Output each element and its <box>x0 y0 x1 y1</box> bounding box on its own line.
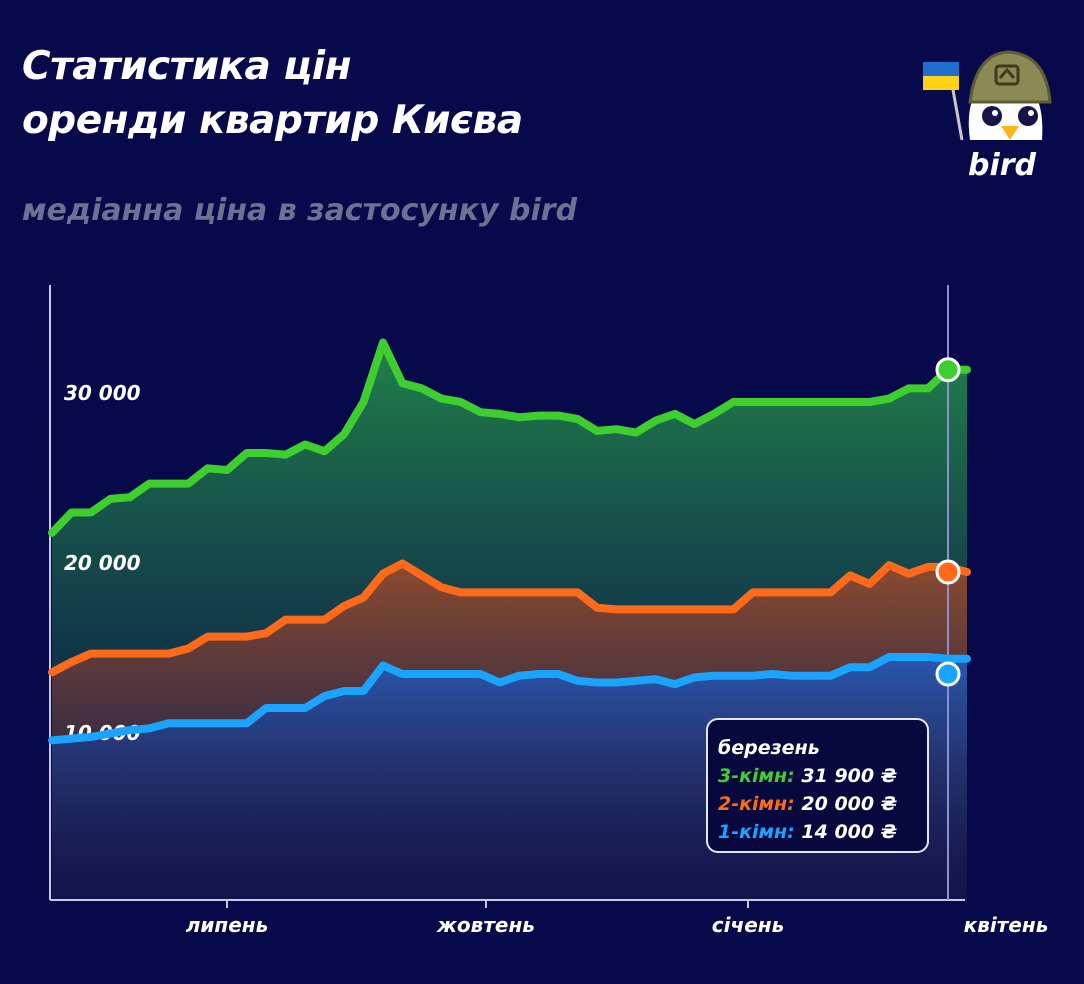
tooltip-value-3room: 31 900 ₴ <box>801 765 898 787</box>
logo-wordmark: bird <box>968 148 1037 183</box>
tooltip-row-2room: 2-кімн: 20 000 ₴ <box>718 790 927 818</box>
y-tick-label: 30 000 <box>64 381 141 405</box>
page-subtitle: медіанна ціна в застосунку bird <box>22 193 578 228</box>
tooltip-card: березень 3-кімн: 31 900 ₴ 2-кімн: 20 000… <box>706 718 929 853</box>
x-tick-label: квітень <box>964 913 1049 937</box>
bird-soldier-mascot-icon <box>923 50 1052 141</box>
y-tick-label: 20 000 <box>64 551 141 575</box>
marker-2-кімн <box>935 559 961 585</box>
x-tick-label: січень <box>712 913 784 937</box>
x-tick-label: жовтень <box>436 913 535 937</box>
ukraine-flag-icon <box>923 61 964 141</box>
marker-3-кімн <box>935 357 961 383</box>
line-1-кімн <box>48 653 971 745</box>
tooltip-value-2room: 20 000 ₴ <box>801 793 898 815</box>
tooltip-label-3room: 3-кімн: <box>718 765 795 787</box>
marker-1-кімн <box>935 661 961 687</box>
x-tick-label: липень <box>186 913 269 937</box>
page-title: Статистика цін оренди квартир Києва <box>22 40 523 148</box>
line-3-кімн <box>48 338 971 537</box>
title-line-2: оренди квартир Києва <box>22 98 523 143</box>
tooltip-label-1room: 1-кімн: <box>718 821 795 843</box>
tooltip-row-1room: 1-кімн: 14 000 ₴ <box>718 818 927 846</box>
line-2-кімн <box>48 559 971 677</box>
tooltip-row-3room: 3-кімн: 31 900 ₴ <box>718 762 927 790</box>
tooltip-value-1room: 14 000 ₴ <box>801 821 898 843</box>
tooltip-label-2room: 2-кімн: <box>718 793 795 815</box>
tooltip-month: березень <box>718 737 820 759</box>
title-line-1: Статистика цін <box>22 44 352 89</box>
